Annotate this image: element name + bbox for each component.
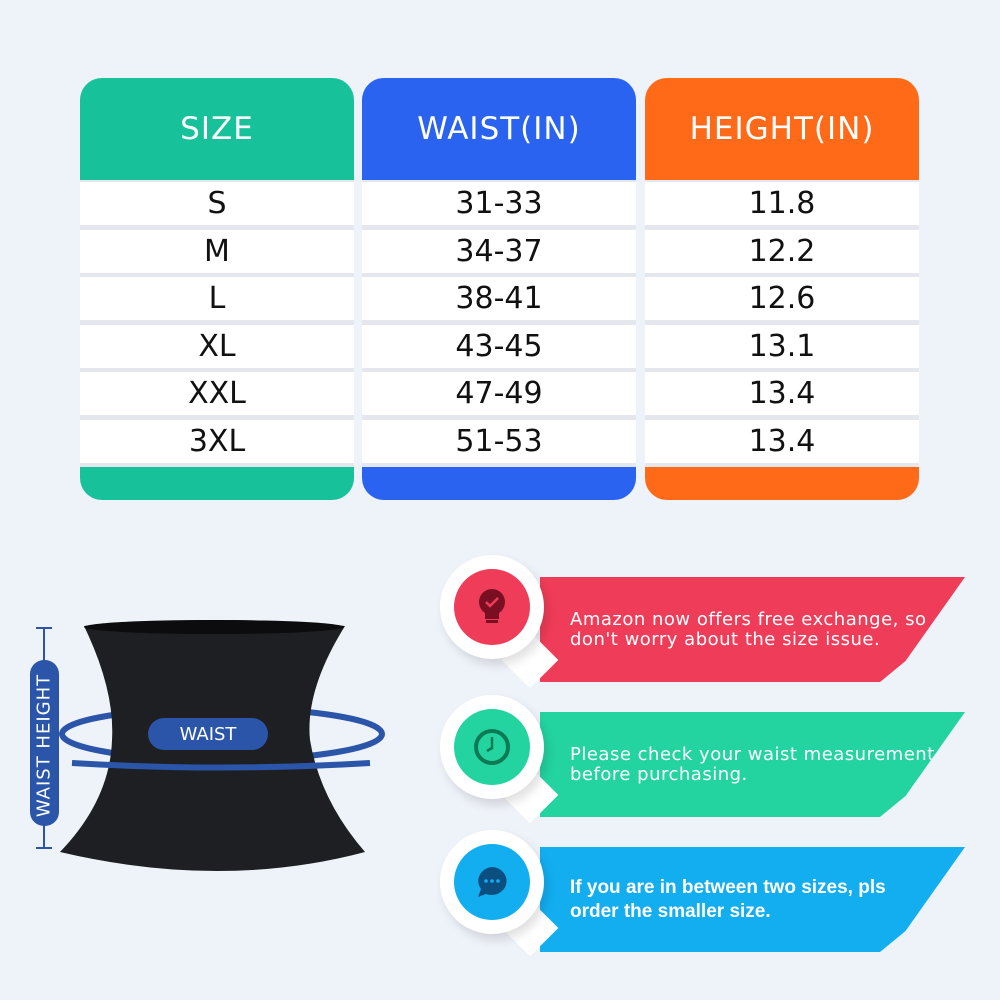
waist-label-pill (148, 718, 268, 750)
chat-bubble-icon (478, 867, 507, 897)
tip-icon-badge (440, 695, 544, 799)
tip-text: Amazon now offers free exchange, so don'… (570, 608, 927, 650)
waist-cell: 38-41 (362, 277, 636, 320)
tip-icon-badge (440, 555, 544, 659)
height-cell: 12.6 (645, 277, 919, 320)
size-column: SIZE S M L XL XXL 3XL (80, 78, 354, 500)
waist-cell: 34-37 (362, 229, 636, 273)
waist-ring-front (71, 760, 371, 771)
size-cell: 3XL (80, 419, 354, 463)
height-label-pill (30, 660, 59, 826)
tip-icon-badge (440, 830, 544, 934)
tip-banner-measure: Please check your waist measurement befo… (540, 712, 965, 817)
height-cell: 11.8 (645, 182, 919, 225)
waist-cell: 51-53 (362, 419, 636, 463)
waist-label: WAIST (179, 723, 237, 745)
tip-banner-smaller-size: If you are in between two sizes, pls ord… (540, 847, 965, 952)
height-header: HEIGHT(IN) (689, 111, 875, 147)
waist-cell: 43-45 (362, 324, 636, 368)
waist-cell: 47-49 (362, 372, 636, 415)
clock-icon (474, 729, 510, 765)
waist-header: WAIST(IN) (417, 111, 581, 147)
tip-text: If you are in between two sizes, pls ord… (570, 876, 886, 922)
height-cell: 13.1 (645, 324, 919, 368)
waist-column: WAIST(IN) 31-33 34-37 38-41 43-45 47-49 … (362, 78, 636, 500)
height-column: HEIGHT(IN) 11.8 12.2 12.6 13.1 13.4 13.4 (645, 78, 919, 500)
size-cell: XXL (80, 372, 354, 415)
size-cell: M (80, 229, 354, 273)
size-header: SIZE (180, 111, 254, 147)
size-cell: S (80, 182, 354, 225)
tip-banner-exchange: Amazon now offers free exchange, so don'… (540, 577, 965, 682)
tip-text: Please check your waist measurement befo… (570, 743, 935, 785)
waist-trainer-diagram (30, 620, 385, 871)
size-cell: L (80, 277, 354, 320)
waist-cell: 31-33 (362, 182, 636, 225)
size-cell: XL (80, 324, 354, 368)
height-cell: 13.4 (645, 372, 919, 415)
height-cell: 13.4 (645, 419, 919, 463)
lightbulb-check-icon (479, 589, 505, 623)
waist-height-label: WAIST HEIGHT (33, 673, 55, 818)
height-cell: 12.2 (645, 229, 919, 273)
